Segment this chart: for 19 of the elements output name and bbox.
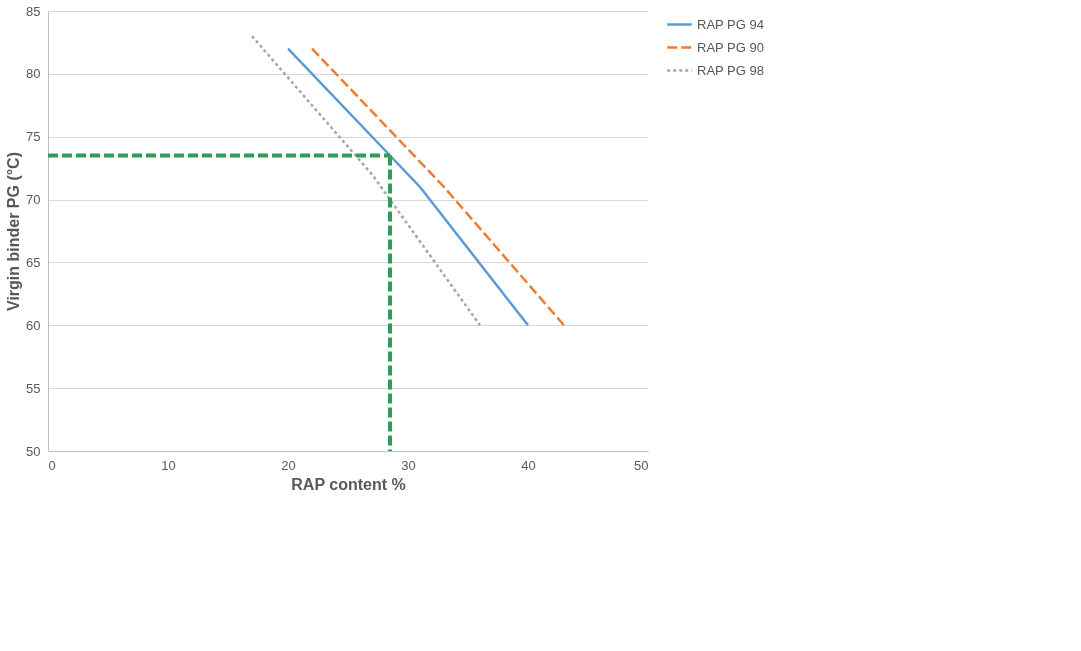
x-tick-label: 0 — [48, 457, 56, 473]
x-tick-label: 40 — [521, 457, 536, 473]
x-axis-title: RAP content % — [291, 475, 406, 493]
y-axis-title: Virgin binder PG (°C) — [5, 152, 23, 311]
y-tick-label: 65 — [26, 254, 41, 270]
y-tick-label: 70 — [26, 192, 41, 208]
x-tick-label: 10 — [161, 457, 176, 473]
y-tick-label: 80 — [26, 66, 41, 82]
y-tick-label: 50 — [26, 443, 41, 459]
x-tick-label: 30 — [401, 457, 416, 473]
x-tick-label: 20 — [281, 457, 296, 473]
y-tick-label: 60 — [26, 317, 41, 333]
y-tick-label: 55 — [26, 380, 41, 396]
legend-label: RAP PG 90 — [697, 39, 764, 55]
legend-label: RAP PG 98 — [697, 62, 764, 78]
x-tick-label: 50 — [634, 457, 649, 473]
legend-label: RAP PG 94 — [697, 16, 764, 32]
y-tick-label: 85 — [26, 3, 41, 19]
y-tick-label: 75 — [26, 129, 41, 145]
